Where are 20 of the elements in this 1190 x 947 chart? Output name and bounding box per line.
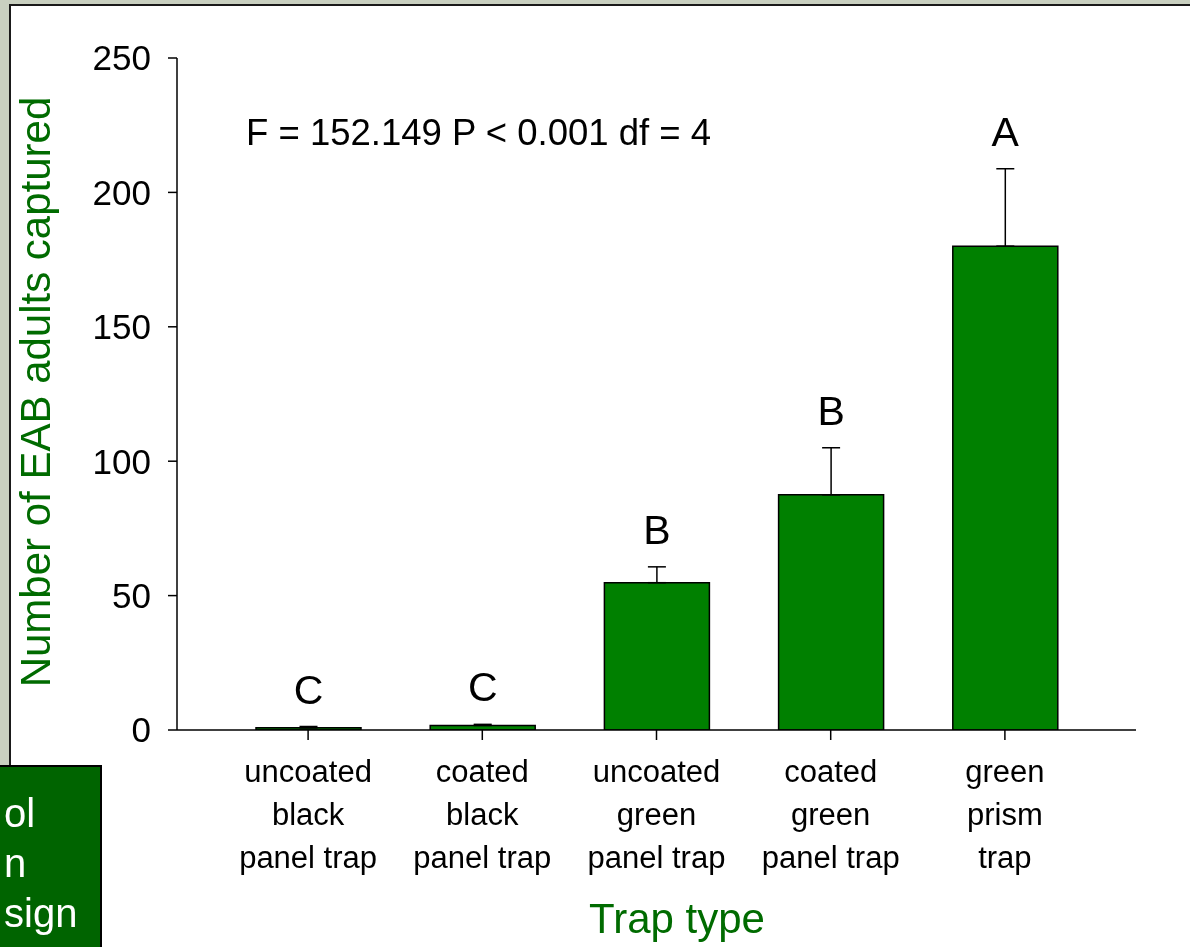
- text-box: ol n sign: [0, 765, 102, 947]
- data-label: C: [467, 664, 498, 711]
- x-tick-label: coated green panel trap: [761, 754, 900, 875]
- annotation: F = 152.149 P < 0.001 df = 4: [246, 112, 712, 154]
- x-tick-label: uncoated black panel trap: [239, 754, 378, 875]
- y-tick-label: 150: [92, 307, 151, 347]
- x-axis-title: Trap type: [588, 895, 766, 943]
- y-axis-title: Number of EAB adults captured: [12, 95, 60, 690]
- y-tick-label: 100: [92, 441, 151, 481]
- y-tick-label: 50: [112, 576, 151, 616]
- x-tick-label: coated black panel trap: [413, 754, 552, 875]
- y-tick-label: 250: [92, 38, 151, 78]
- data-label: C: [293, 666, 324, 713]
- data-label: B: [643, 506, 671, 553]
- data-label: B: [817, 387, 845, 434]
- y-tick-label: 200: [92, 172, 151, 212]
- x-tick-label: uncoated green panel trap: [587, 754, 726, 875]
- y-tick-label: 0: [131, 710, 151, 750]
- x-tick-label: green prism trap: [965, 754, 1045, 875]
- data-label: A: [991, 108, 1020, 155]
